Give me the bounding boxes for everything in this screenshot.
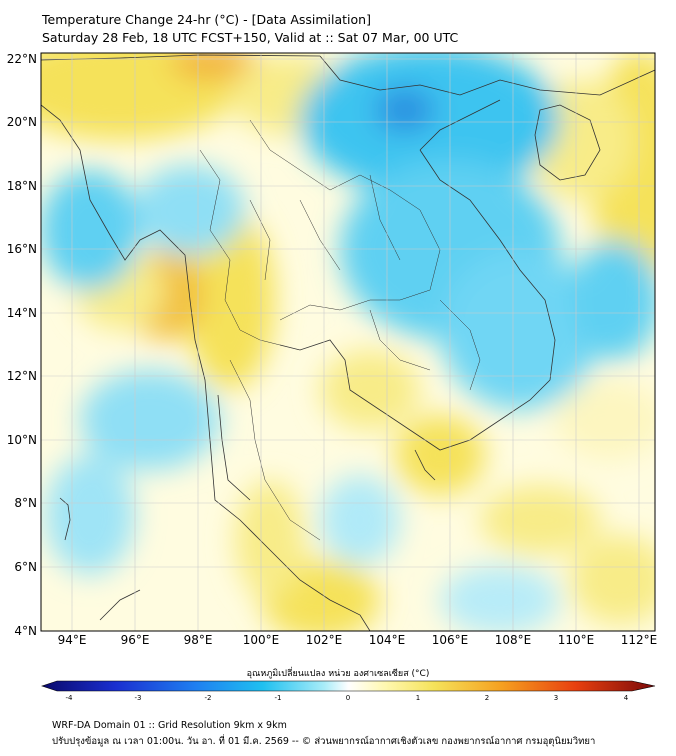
longitude-axis: 94°E 96°E 98°E 100°E 102°E 104°E 106°E 1… — [58, 633, 658, 647]
lat-label: 4°N — [14, 624, 37, 638]
footer-update-info: ปรับปรุงข้อมูล ณ เวลา 01:00น. วัน อา. ที… — [52, 736, 596, 747]
lon-label: 108°E — [495, 633, 532, 647]
lon-label: 94°E — [58, 633, 87, 647]
lon-label: 106°E — [432, 633, 469, 647]
lat-label: 20°N — [7, 115, 37, 129]
lat-label: 10°N — [7, 433, 37, 447]
colorbar-tick: 0 — [346, 694, 350, 702]
lon-label: 100°E — [243, 633, 280, 647]
colorbar: -4 -3 -2 -1 0 1 2 3 4 — [41, 680, 656, 702]
lon-label: 110°E — [558, 633, 595, 647]
graticule — [41, 53, 655, 631]
coastlines — [41, 54, 655, 631]
lon-label: 98°E — [184, 633, 213, 647]
lon-label: 96°E — [121, 633, 150, 647]
map-subtitle: Saturday 28 Feb, 18 UTC FCST+150, Valid … — [42, 30, 459, 45]
lat-label: 18°N — [7, 179, 37, 193]
colorbar-tick: 1 — [416, 694, 420, 702]
latitude-axis: 22°N 20°N 18°N 16°N 14°N 12°N 10°N 8°N 6… — [7, 52, 37, 638]
colorbar-tick: -2 — [205, 694, 212, 702]
lat-label: 14°N — [7, 306, 37, 320]
footer-model-info: WRF-DA Domain 01 :: Grid Resolution 9km … — [52, 720, 287, 731]
temperature-field — [41, 53, 655, 631]
colorbar-bar — [41, 680, 656, 692]
colorbar-tick: 4 — [624, 694, 629, 702]
lat-label: 6°N — [14, 560, 37, 574]
colorbar-title: อุณหภูมิเปลี่ยนแปลง หน่วย องศาเซลเซียส (… — [246, 669, 430, 679]
colorbar-tick: -3 — [135, 694, 142, 702]
lon-label: 104°E — [369, 633, 406, 647]
colorbar-tick: 3 — [554, 694, 558, 702]
colorbar-tick: -1 — [275, 694, 282, 702]
colorbar-tick: 2 — [485, 694, 489, 702]
map-frame — [40, 52, 656, 632]
lat-label: 16°N — [7, 242, 37, 256]
lon-label: 112°E — [621, 633, 658, 647]
lat-label: 22°N — [7, 52, 37, 66]
colorbar-tick: -4 — [66, 694, 74, 702]
lat-label: 12°N — [7, 369, 37, 383]
admin-borders — [199, 119, 481, 541]
lat-label: 8°N — [14, 496, 37, 510]
lon-label: 102°E — [306, 633, 343, 647]
map-title: Temperature Change 24-hr (°C) - [Data As… — [42, 12, 371, 27]
